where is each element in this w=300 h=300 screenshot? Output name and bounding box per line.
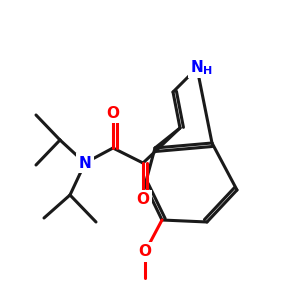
Text: O: O — [139, 244, 152, 260]
Text: O: O — [136, 193, 149, 208]
Text: N: N — [190, 61, 203, 76]
Text: H: H — [203, 66, 213, 76]
Text: N: N — [79, 155, 92, 170]
Text: O: O — [106, 106, 119, 121]
